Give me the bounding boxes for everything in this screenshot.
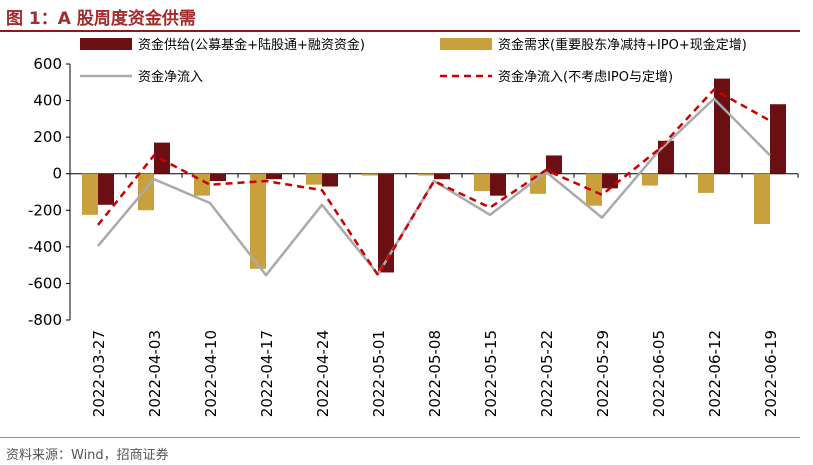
supply-bar — [546, 155, 562, 174]
x-tick-label: 2022-06-19 — [762, 330, 780, 417]
x-tick-label: 2022-05-22 — [538, 330, 556, 417]
y-tick-label: -600 — [28, 274, 62, 292]
y-tick-label: 200 — [33, 128, 62, 146]
legend-supply-label: 资金供给(公募基金+陆股通+融资资金) — [138, 37, 365, 53]
figure-title: 图 1：A 股周度资金供需 — [6, 9, 196, 29]
supply-bar — [378, 173, 394, 273]
supply-bar — [98, 173, 114, 205]
demand-bar — [586, 173, 602, 206]
demand-bar — [418, 173, 434, 176]
legend-demand-label: 资金需求(重要股东净减持+IPO+现金定增) — [498, 37, 747, 53]
supply-bar — [154, 142, 170, 174]
source-rule — [0, 437, 800, 438]
x-tick-label: 2022-04-03 — [146, 330, 164, 417]
x-tick-label: 2022-05-15 — [482, 330, 500, 417]
demand-bar — [194, 173, 210, 196]
legend-demand-swatch — [440, 38, 492, 50]
legend-net-inflow-label: 资金净流入 — [138, 69, 203, 85]
x-tick-label: 2022-05-29 — [594, 330, 612, 417]
supply-bar — [322, 173, 338, 187]
supply-bar — [490, 173, 506, 196]
y-tick-label: -800 — [28, 311, 62, 329]
demand-bar — [138, 173, 154, 211]
y-tick-label: -400 — [28, 238, 62, 256]
x-tick-label: 2022-04-24 — [314, 330, 332, 417]
x-tick-label: 2022-03-27 — [90, 330, 108, 417]
source-note: 资料来源：Wind，招商证券 — [6, 448, 169, 463]
demand-bar — [754, 173, 770, 224]
y-tick-label: 0 — [52, 165, 62, 183]
y-tick-label: -200 — [28, 201, 62, 219]
demand-bar — [642, 173, 658, 186]
net-inflow-excl-ipo-line — [97, 88, 771, 277]
demand-bar — [306, 173, 322, 185]
supply-bar — [434, 173, 450, 180]
demand-bar — [474, 173, 490, 192]
y-tick-label: 400 — [33, 92, 62, 110]
x-tick-label: 2022-05-01 — [370, 330, 388, 417]
demand-bar — [82, 173, 98, 215]
legend-supply-swatch — [80, 38, 132, 50]
supply-bar — [602, 173, 618, 189]
supply-bar — [770, 104, 786, 174]
supply-bar — [210, 173, 226, 182]
x-tick-label: 2022-06-05 — [650, 330, 668, 417]
title-rule — [0, 30, 800, 32]
y-tick-label: 600 — [33, 55, 62, 73]
net-inflow-line — [97, 97, 771, 277]
demand-bar — [362, 173, 378, 176]
demand-bar — [698, 173, 714, 193]
x-tick-label: 2022-06-12 — [706, 330, 724, 417]
legend-net-inflow-excl-ipo-label: 资金净流入(不考虑IPO与定增) — [498, 69, 673, 85]
x-tick-label: 2022-04-10 — [202, 330, 220, 417]
supply-bar — [266, 173, 282, 180]
demand-bar — [250, 173, 266, 269]
chart: 600 400 200 0 -200 -400 -600 -800 2022-03-27 2022… — [28, 37, 799, 417]
x-tick-label: 2022-05-08 — [426, 330, 444, 417]
x-tick-label: 2022-04-17 — [258, 330, 276, 417]
